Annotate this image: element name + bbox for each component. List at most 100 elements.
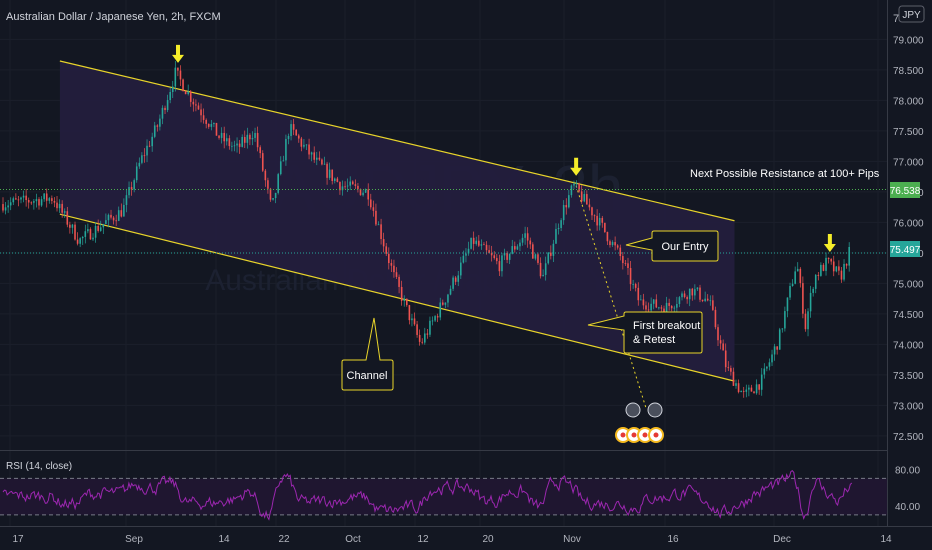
candle-body [696, 287, 699, 290]
candles [2, 60, 850, 398]
candle-body [709, 300, 712, 302]
candle-body [712, 300, 714, 310]
down-arrow-icon [570, 157, 583, 176]
candle-body [213, 122, 215, 125]
candle-body [138, 162, 141, 167]
candle-body [367, 189, 370, 200]
candle-body [827, 257, 830, 260]
candle-body [655, 299, 658, 308]
time-tick-label: Dec [773, 534, 791, 545]
candle-body [192, 101, 195, 105]
candle-body [228, 138, 231, 147]
event-avatar-icon[interactable] [625, 402, 641, 418]
entry-callout[interactable]: Our Entry [625, 230, 719, 262]
candle-body [634, 284, 637, 288]
candle-body [22, 195, 25, 198]
candle-body [102, 223, 105, 228]
candle-body [802, 283, 804, 314]
event-markers[interactable] [615, 402, 664, 443]
price-tick-label: 76.000 [893, 218, 924, 229]
candle-body [156, 125, 159, 127]
time-axis[interactable]: 17 Sep 14 22 Oct 12 20 Nov 16 Dec 14 [12, 534, 892, 545]
candle-body [570, 185, 573, 196]
candle-body [768, 362, 771, 367]
candle-body [516, 246, 519, 250]
candle-body [184, 91, 187, 95]
candle-body [681, 293, 683, 298]
candle-body [174, 67, 177, 87]
candle-body [385, 246, 388, 254]
time-tick-label: 22 [278, 534, 290, 545]
candle-body [130, 187, 133, 190]
price-tick-label: 79.000 [893, 35, 924, 46]
candle-body [434, 316, 436, 321]
price-tick-label: 72.500 [893, 432, 924, 443]
candle-body [40, 199, 43, 206]
candle-body [642, 299, 645, 306]
candle-body [529, 240, 532, 245]
candle-body [748, 387, 750, 390]
candle-body [454, 277, 457, 282]
candle-body [444, 302, 447, 305]
candle-body [575, 183, 578, 185]
candle-body [727, 367, 730, 369]
price-tick-label: 78.000 [893, 96, 924, 107]
candle-body [143, 155, 146, 157]
candle-body [604, 222, 606, 233]
channel-fill [59, 60, 735, 382]
event-avatar-icon[interactable] [647, 402, 663, 418]
candle-body [534, 254, 537, 259]
candle-body [598, 217, 601, 226]
candle-body [526, 233, 529, 241]
candle-body [496, 258, 498, 262]
currency-badge[interactable] [898, 5, 925, 23]
breakout-callout-box [587, 311, 703, 354]
candle-body [123, 204, 125, 217]
candle-body [593, 215, 596, 217]
resistance-note: Next Possible Resistance at 100+ Pips [690, 168, 880, 180]
breakout-label-line2: & Retest [633, 334, 675, 346]
candle-body [521, 237, 524, 243]
candle-body [830, 259, 832, 262]
breakout-callout[interactable]: First breakout & Retest [587, 311, 703, 354]
candle-body [694, 289, 696, 296]
candle-body [133, 180, 135, 190]
candle-body [781, 328, 784, 330]
candle-body [717, 327, 719, 341]
time-tick-label: 20 [482, 534, 494, 545]
resistance-annotation[interactable]: Next Possible Resistance at 100+ Pips [690, 168, 880, 180]
price-tick-label: 77.500 [893, 127, 924, 138]
channel-lower-line[interactable] [59, 213, 735, 382]
candle-body [4, 207, 7, 211]
candle-body [369, 199, 372, 208]
rsi-line[interactable] [2, 470, 853, 521]
candle-body [552, 243, 555, 256]
candle-body [359, 188, 362, 196]
channel-callout[interactable]: Channel [341, 317, 394, 391]
candle-body [164, 107, 166, 111]
candle-body [421, 341, 424, 343]
candle-body [537, 254, 539, 263]
candle-body [714, 309, 717, 328]
candle-body [467, 248, 470, 254]
breakout-label-line1: First breakout [633, 320, 700, 332]
candle-body [799, 268, 802, 284]
candle-body [591, 207, 593, 216]
candle-body [393, 265, 395, 273]
price-tick-label: 77.000 [893, 157, 924, 168]
candle-body [310, 152, 313, 155]
candle-body [483, 244, 485, 246]
candle-body [45, 193, 48, 201]
time-tick-label: Oct [345, 534, 361, 545]
candle-body [722, 343, 724, 351]
candle-body [128, 187, 130, 196]
candle-body [326, 163, 328, 178]
candle-body [390, 263, 393, 266]
inner-trend-dotted-line[interactable] [575, 185, 647, 409]
candle-body [251, 137, 254, 140]
price-axis[interactable]: 79.00078.50078.00077.50077.00076.50076.0… [893, 35, 924, 512]
candle-body [578, 183, 580, 192]
candle-body [364, 189, 367, 193]
candle-body [601, 217, 604, 223]
